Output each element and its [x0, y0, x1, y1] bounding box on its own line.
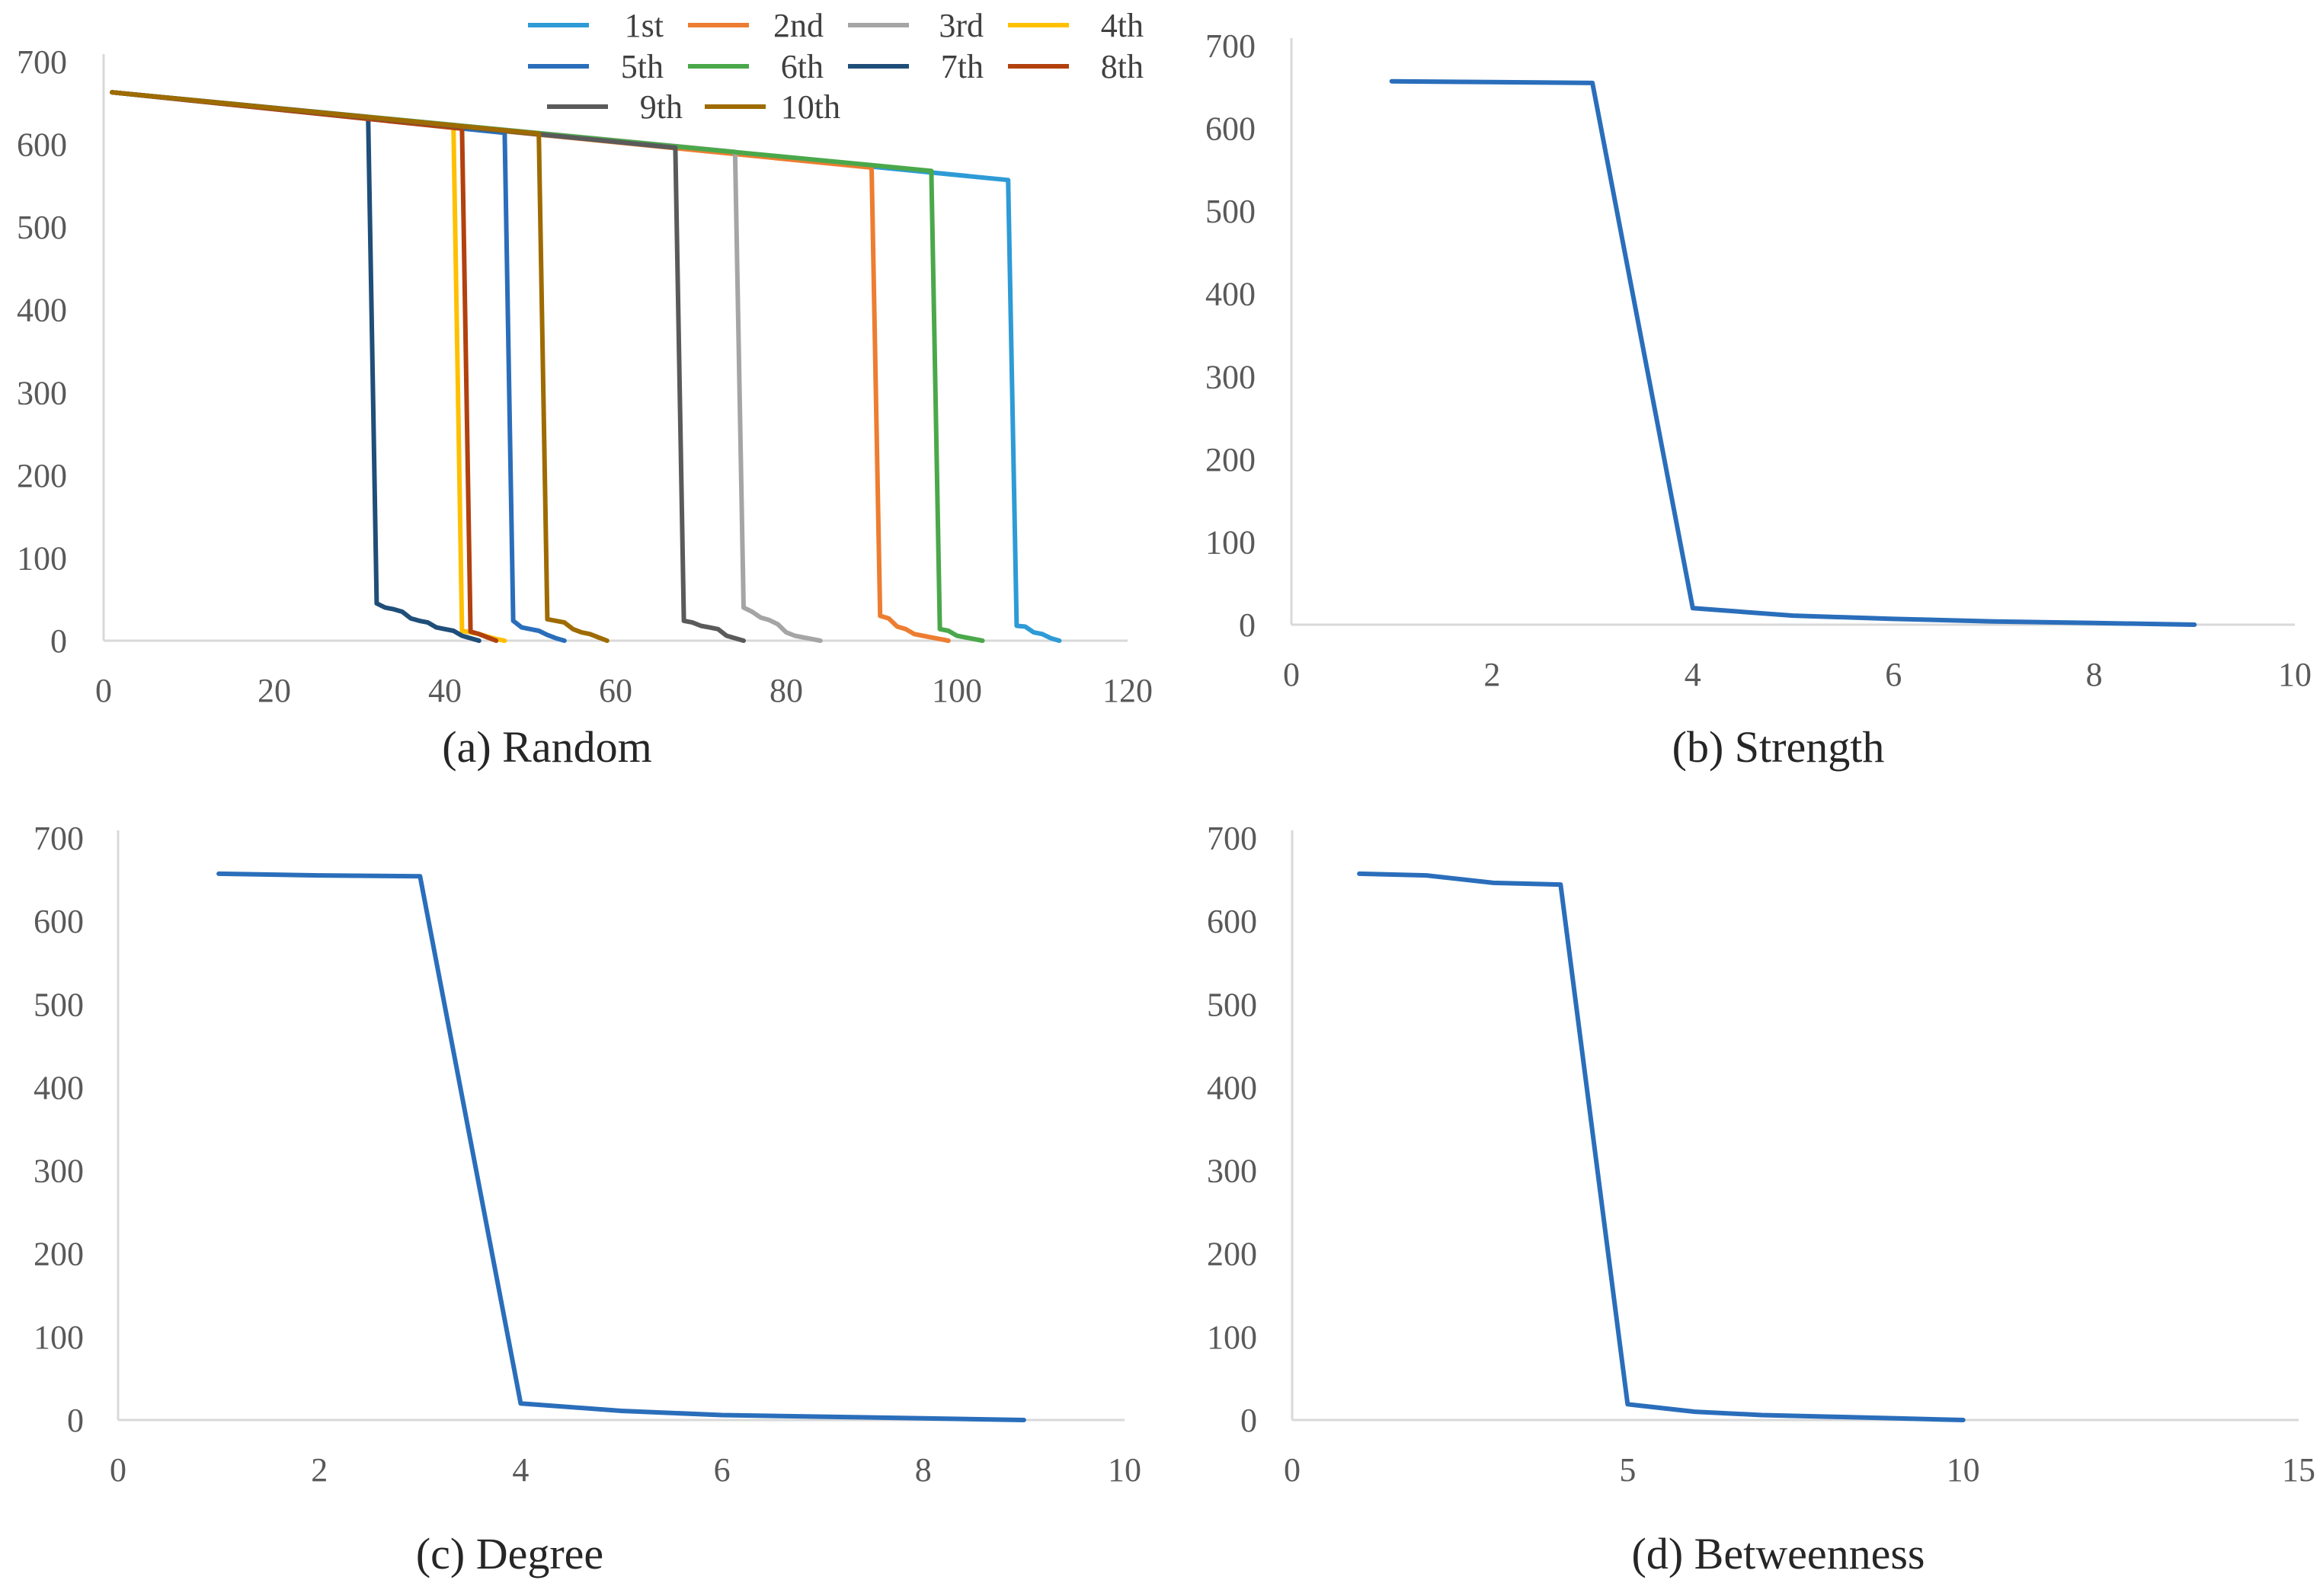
x-tick-label: 60 — [599, 672, 632, 709]
x-tick-label: 40 — [428, 672, 462, 709]
legend-item: 1st — [528, 7, 664, 44]
chart-caption: (a) Random — [442, 722, 651, 772]
series-line-9th — [110, 90, 746, 643]
x-tick-label: 10 — [1108, 1451, 1141, 1489]
x-tick-label: 15 — [2282, 1451, 2315, 1489]
y-tick-label: 600 — [17, 126, 67, 164]
y-tick-label: 200 — [34, 1236, 84, 1273]
y-tick-label: 100 — [17, 539, 67, 577]
y-tick-label: 200 — [17, 457, 67, 494]
y-tick-label: 200 — [1205, 441, 1256, 478]
x-tick-label: 2 — [1483, 656, 1500, 693]
x-tick-label: 5 — [1619, 1451, 1636, 1489]
legend-label: 6th — [781, 48, 824, 85]
y-tick-label: 100 — [1205, 523, 1256, 561]
y-tick-label: 400 — [1207, 1069, 1257, 1106]
series-line-8th — [110, 90, 499, 643]
y-tick-label: 700 — [1207, 820, 1257, 857]
legend-item: 5th — [528, 48, 664, 85]
series-line-6th — [110, 90, 985, 643]
legend-item: 3rd — [848, 7, 984, 44]
legend-item: 8th — [1008, 48, 1144, 85]
x-tick-label: 0 — [110, 1451, 126, 1489]
x-tick-label: 100 — [932, 672, 982, 709]
y-tick-label: 300 — [1205, 358, 1256, 395]
legend-label: 8th — [1101, 48, 1144, 85]
x-tick-label: 6 — [1885, 656, 1902, 693]
y-tick-label: 100 — [1207, 1319, 1257, 1356]
chart-degree: 0 100 200 300 400 500 600 700 0 2 4 6 8 10 (c) Degree — [34, 820, 1141, 1578]
legend-label: 10th — [781, 88, 840, 126]
y-tick-label: 600 — [34, 903, 84, 940]
series-line-4th — [110, 90, 507, 643]
legend-label: 3rd — [939, 7, 984, 44]
y-tick-label: 700 — [17, 43, 67, 81]
series-line-7th — [110, 90, 482, 643]
chart-betweenness: 0 100 200 300 400 500 600 700 0 5 10 15 (d) Betweenn… — [1207, 820, 2315, 1578]
x-tick-label: 8 — [915, 1451, 932, 1489]
legend-label: 9th — [640, 88, 683, 126]
legend-label: 1st — [625, 7, 664, 44]
series-line-strength — [1389, 78, 2197, 627]
x-tick-label: 0 — [95, 672, 112, 709]
legend-label: 5th — [621, 48, 664, 85]
y-tick-label: 100 — [34, 1319, 84, 1356]
x-tick-label: 0 — [1284, 1451, 1301, 1489]
series-line-degree — [216, 871, 1026, 1422]
y-tick-label: 300 — [17, 374, 67, 411]
y-tick-label: 500 — [1205, 193, 1256, 230]
x-tick-label: 0 — [1283, 656, 1300, 693]
y-tick-label: 0 — [50, 622, 67, 660]
y-tick-label: 300 — [34, 1153, 84, 1190]
y-tick-label: 600 — [1207, 903, 1257, 940]
legend-item: 2nd — [688, 7, 824, 44]
series-line-betweenness — [1357, 871, 1966, 1422]
x-tick-label: 6 — [714, 1451, 731, 1489]
legend-item: 7th — [848, 48, 984, 85]
y-tick-label: 500 — [1207, 986, 1257, 1023]
y-tick-label: 0 — [67, 1402, 84, 1439]
y-tick-label: 0 — [1239, 606, 1256, 644]
series-line-1st — [110, 90, 1062, 643]
x-tick-label: 4 — [512, 1451, 529, 1489]
y-tick-label: 500 — [34, 986, 84, 1023]
legend-item: 6th — [688, 48, 824, 85]
x-tick-label: 4 — [1685, 656, 1701, 693]
y-tick-label: 400 — [34, 1069, 84, 1106]
y-tick-label: 700 — [1205, 27, 1256, 65]
y-tick-label: 200 — [1207, 1236, 1257, 1273]
legend-label: 4th — [1101, 7, 1144, 44]
x-tick-label: 120 — [1102, 672, 1153, 709]
x-tick-label: 80 — [770, 672, 803, 709]
x-tick-label: 2 — [311, 1451, 328, 1489]
series-line-5th — [110, 90, 567, 643]
chart-strength: 0 100 200 300 400 500 600 700 0 2 4 6 8 10 (b) Strengt… — [1205, 27, 2312, 772]
y-tick-label: 400 — [17, 292, 67, 329]
x-tick-label: 10 — [2278, 656, 2312, 693]
y-tick-label: 500 — [17, 209, 67, 246]
y-tick-label: 300 — [1207, 1153, 1257, 1190]
x-tick-label: 8 — [2086, 656, 2103, 693]
chart-caption: (b) Strength — [1672, 722, 1885, 772]
y-tick-label: 0 — [1240, 1402, 1257, 1439]
legend: 1st 2nd 3rd 4th 5th 6th 7th 8th 9th 10th — [528, 7, 1144, 126]
series-line-2nd — [110, 90, 951, 643]
legend-item: 4th — [1008, 7, 1144, 44]
chart-random: 0 100 200 300 400 500 600 700 0 20 40 60 80 100 120 (a)… — [17, 7, 1153, 772]
series-line-10th — [110, 90, 610, 643]
legend-item: 9th — [547, 88, 683, 126]
y-tick-label: 400 — [1205, 276, 1256, 313]
legend-label: 2nd — [773, 7, 824, 44]
chart-caption: (d) Betweenness — [1632, 1529, 1925, 1578]
y-tick-label: 700 — [34, 820, 84, 857]
series-line-3rd — [110, 90, 823, 643]
chart-caption: (c) Degree — [416, 1529, 603, 1578]
legend-label: 7th — [941, 48, 984, 85]
y-tick-label: 600 — [1205, 110, 1256, 148]
x-tick-label: 20 — [258, 672, 291, 709]
x-tick-label: 10 — [1947, 1451, 1980, 1489]
legend-item: 10th — [705, 88, 840, 126]
